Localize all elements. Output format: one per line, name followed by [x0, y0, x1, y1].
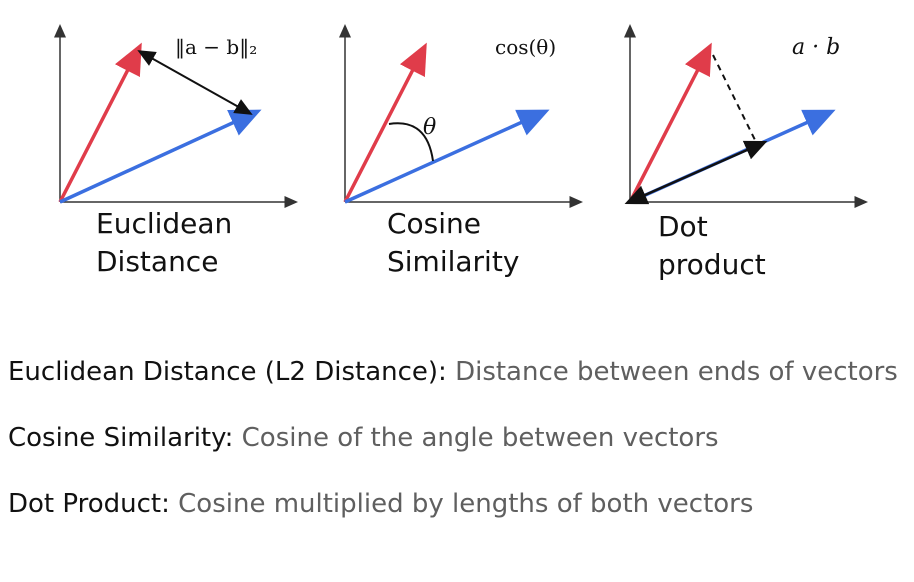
definition-description: Cosine of the angle between vectors [233, 423, 719, 453]
definition-term: Euclidean Distance (L2 Distance): [8, 357, 447, 387]
dot-product-diagram: a · b [624, 24, 868, 208]
dot-product-formula: a · b [792, 35, 840, 60]
definition-term: Cosine Similarity: [8, 423, 234, 453]
vector-b [59, 109, 262, 204]
euclidean-distance-panel: ‖a − b‖₂ Euclidean Distance [0, 0, 300, 300]
definition-dot-product: Dot Product: Cosine multiplied by length… [8, 487, 908, 521]
dot-product-caption: Dot product [658, 208, 766, 284]
caption-line-1: Euclidean [96, 207, 233, 240]
cosine-similarity-panel: θ cos(θ) Cosine Similarity [285, 0, 585, 300]
definition-term: Dot Product: [8, 489, 170, 519]
definition-description: Distance between ends of vectors [446, 357, 898, 387]
definitions-list: Euclidean Distance (L2 Distance): Distan… [8, 355, 908, 553]
distance-arrow [137, 50, 253, 115]
vector-a [343, 42, 427, 203]
cosine-formula: cos(θ) [495, 35, 556, 59]
angle-arc [388, 122, 434, 162]
projection-dashed-line [712, 54, 759, 147]
caption-line-2: Distance [96, 245, 219, 278]
vector-a [628, 42, 712, 203]
euclidean-caption: Euclidean Distance [96, 205, 232, 281]
definition-cosine: Cosine Similarity: Cosine of the angle b… [8, 421, 908, 455]
angle-label: θ [423, 115, 436, 140]
caption-line-2: product [658, 248, 766, 281]
definition-euclidean: Euclidean Distance (L2 Distance): Distan… [8, 355, 908, 389]
caption-line-2: Similarity [387, 245, 520, 278]
dot-product-panel: a · b Dot product [570, 0, 870, 300]
cosine-similarity-diagram: θ cos(θ) [339, 24, 583, 208]
euclidean-formula: ‖a − b‖₂ [175, 35, 257, 60]
projection-arrow [624, 140, 768, 205]
vector-b [344, 109, 550, 204]
vector-a [58, 42, 142, 203]
caption-line-1: Dot [658, 210, 708, 243]
definition-description: Cosine multiplied by lengths of both vec… [169, 489, 754, 519]
caption-line-1: Cosine [387, 207, 482, 240]
cosine-caption: Cosine Similarity [387, 205, 519, 281]
euclidean-distance-diagram: ‖a − b‖₂ [54, 24, 298, 208]
